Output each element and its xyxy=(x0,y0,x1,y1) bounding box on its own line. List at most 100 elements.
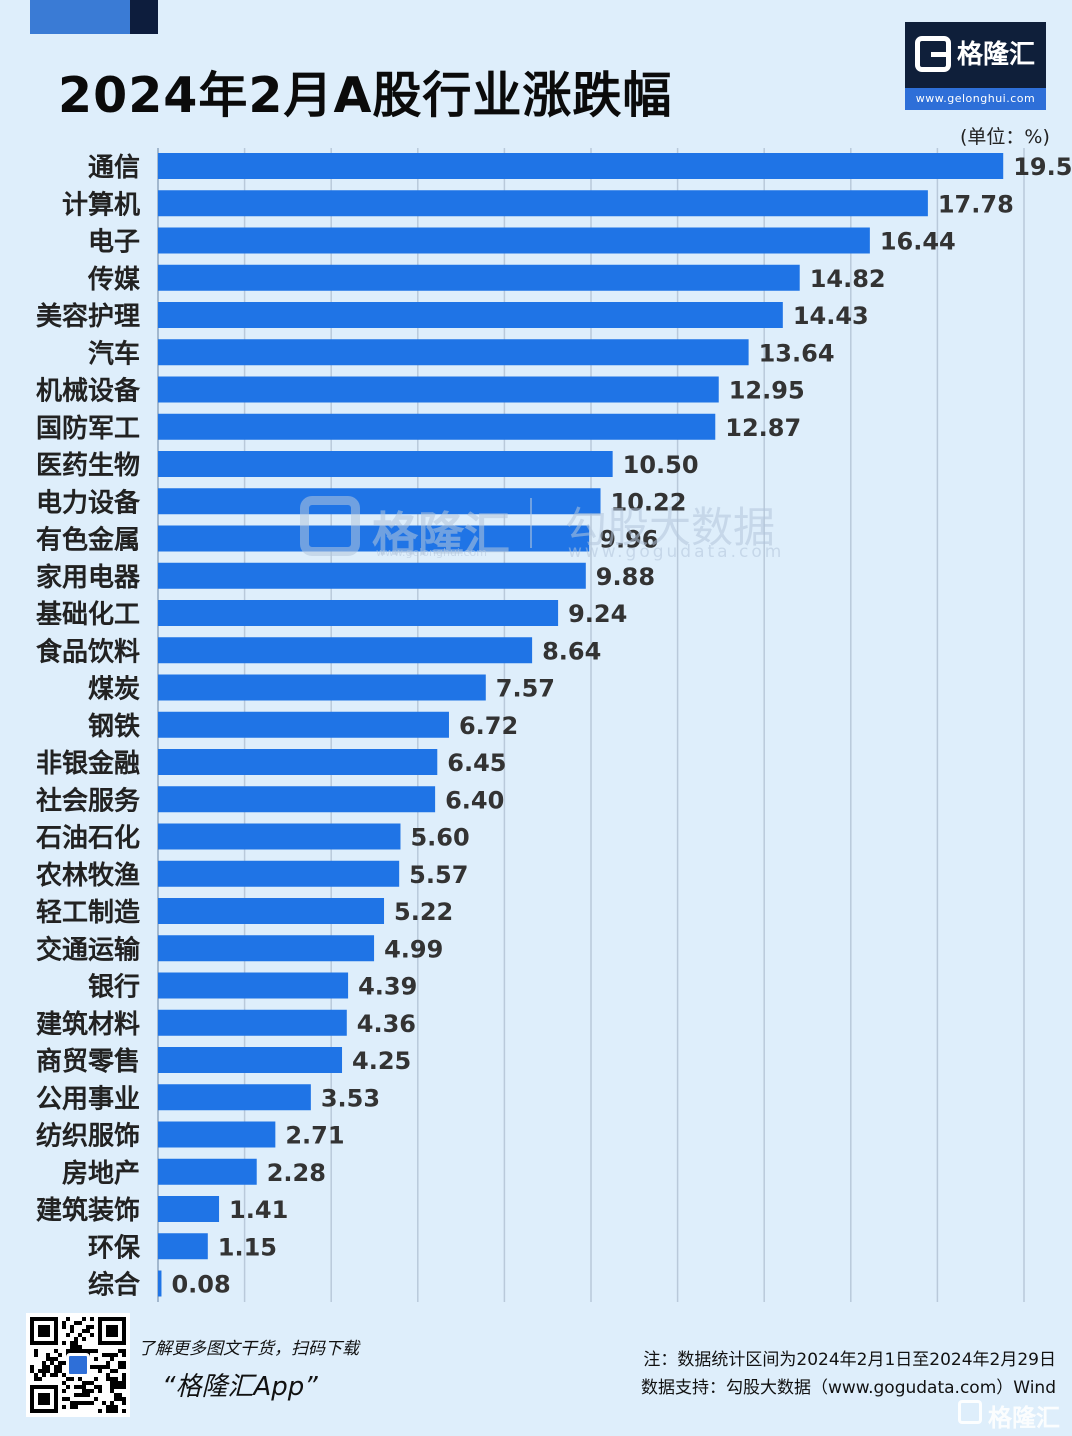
category-label: 石油石化 xyxy=(35,824,140,854)
watermark-gogu-name: 勾股大数据 xyxy=(565,503,776,552)
watermark-gelonghui-name: 格隆汇 xyxy=(372,507,510,561)
value-label: 9.24 xyxy=(568,600,627,628)
watermark-gelonghui-icon xyxy=(300,496,360,556)
category-label: 食品饮料 xyxy=(36,636,140,667)
bar xyxy=(158,302,783,328)
bar xyxy=(158,1121,276,1148)
value-label: 9.88 xyxy=(596,563,655,591)
watermark-gelonghui-url: www.gelonghui.com xyxy=(376,546,487,559)
gelonghui-logo[interactable]: 格隆汇 www.gelonghui.com xyxy=(905,22,1046,110)
category-label: 纺织服饰 xyxy=(36,1121,140,1152)
qr-code[interactable] xyxy=(26,1313,130,1417)
data-period-note: 注：数据统计区间为2024年2月1日至2024年2月29日 xyxy=(643,1350,1056,1370)
category-label: 轻工制造 xyxy=(36,898,140,928)
category-label: 电力设备 xyxy=(36,488,141,518)
unit-label: (单位：%) xyxy=(960,126,1050,148)
category-label: 环保 xyxy=(88,1233,141,1263)
bar xyxy=(158,190,928,217)
category-label: 煤炭 xyxy=(88,675,140,705)
bar xyxy=(158,413,716,440)
category-label: 电子 xyxy=(88,228,140,258)
bottom-logo: 格隆汇 xyxy=(988,1404,1060,1432)
bar xyxy=(158,711,449,738)
value-label: 14.43 xyxy=(793,302,869,330)
data-source-note: 数据支持：勾股大数据（www.gogudata.com）Wind xyxy=(640,1378,1056,1398)
bar xyxy=(158,488,601,515)
value-label: 1.15 xyxy=(218,1233,277,1261)
category-label: 农林牧渔 xyxy=(35,861,140,891)
bar xyxy=(158,749,438,775)
qr-logo-icon xyxy=(66,1353,90,1377)
category-label: 银行 xyxy=(88,972,140,1003)
bar xyxy=(158,1270,162,1297)
category-label: 基础化工 xyxy=(36,600,140,630)
bar xyxy=(158,674,486,701)
bar xyxy=(158,227,870,254)
value-label: 8.64 xyxy=(542,637,601,665)
value-label: 17.78 xyxy=(938,190,1014,218)
bar xyxy=(158,451,613,477)
category-label: 综合 xyxy=(88,1270,141,1301)
category-label: 计算机 xyxy=(62,189,140,220)
value-label: 4.99 xyxy=(384,935,443,963)
logo-url: www.gelonghui.com xyxy=(905,88,1046,110)
bar xyxy=(158,600,559,626)
bar xyxy=(158,562,586,589)
promo-text: 了解更多图文干货，扫码下载 xyxy=(138,1339,359,1359)
category-label: 公用事业 xyxy=(36,1084,140,1114)
category-label: 非银金融 xyxy=(36,748,140,779)
bar xyxy=(158,153,1004,179)
value-label: 4.36 xyxy=(357,1010,416,1038)
bar xyxy=(158,339,749,366)
bar xyxy=(158,264,800,291)
value-label: 6.72 xyxy=(459,712,518,740)
bar xyxy=(158,898,385,924)
value-label: 5.60 xyxy=(410,824,469,852)
watermark-separator xyxy=(530,498,532,548)
value-label: 12.95 xyxy=(729,377,805,405)
qr-pattern xyxy=(30,1317,126,1413)
bar xyxy=(158,786,436,813)
bar-chart: 通信 19.52 计算机 17.78 电子 16.44 传媒 14.82 美容护理 14.43 汽车… xyxy=(35,148,1072,1302)
category-label: 建筑材料 xyxy=(36,1009,140,1040)
chart-title: 2024年2月A股行业涨跌幅 xyxy=(58,67,673,124)
category-label: 社会服务 xyxy=(36,785,140,816)
value-label: 5.57 xyxy=(409,861,468,889)
bar xyxy=(158,1009,347,1036)
bar xyxy=(158,637,533,664)
value-label: 4.39 xyxy=(358,973,417,1001)
value-label: 16.44 xyxy=(880,228,956,256)
value-label: 7.57 xyxy=(496,675,555,703)
value-label: 19.52 xyxy=(1013,153,1072,181)
watermark-gogu-url: www.gogudata.com xyxy=(568,542,785,562)
value-label: 14.82 xyxy=(810,265,886,293)
value-label: 3.53 xyxy=(321,1084,380,1112)
category-label: 国防军工 xyxy=(36,414,140,444)
top-accent-dark-bar xyxy=(130,0,158,34)
bar xyxy=(158,376,719,403)
value-label: 5.22 xyxy=(394,898,453,926)
gelonghui-g-icon xyxy=(915,36,951,72)
value-label: 2.71 xyxy=(285,1122,344,1150)
bar xyxy=(158,525,590,552)
bar xyxy=(158,972,349,999)
value-label: 0.08 xyxy=(171,1271,230,1299)
value-label: 6.45 xyxy=(447,749,506,777)
category-label: 房地产 xyxy=(62,1159,140,1189)
value-label: 9.96 xyxy=(599,526,658,554)
category-label: 有色金属 xyxy=(36,525,140,556)
value-label: 4.25 xyxy=(352,1047,411,1075)
top-accent-bar xyxy=(30,0,130,34)
category-label: 商贸零售 xyxy=(36,1046,140,1077)
category-label: 医药生物 xyxy=(36,451,140,481)
category-label: 美容护理 xyxy=(36,301,140,332)
value-label: 2.28 xyxy=(267,1159,326,1187)
category-label: 家用电器 xyxy=(36,562,141,593)
category-label: 汽车 xyxy=(88,338,140,369)
category-label: 钢铁 xyxy=(88,711,140,742)
value-label: 13.64 xyxy=(759,339,835,367)
value-label: 10.22 xyxy=(611,488,687,516)
value-label: 12.87 xyxy=(725,414,801,442)
category-label: 交通运输 xyxy=(36,934,141,965)
bar xyxy=(158,1233,208,1260)
